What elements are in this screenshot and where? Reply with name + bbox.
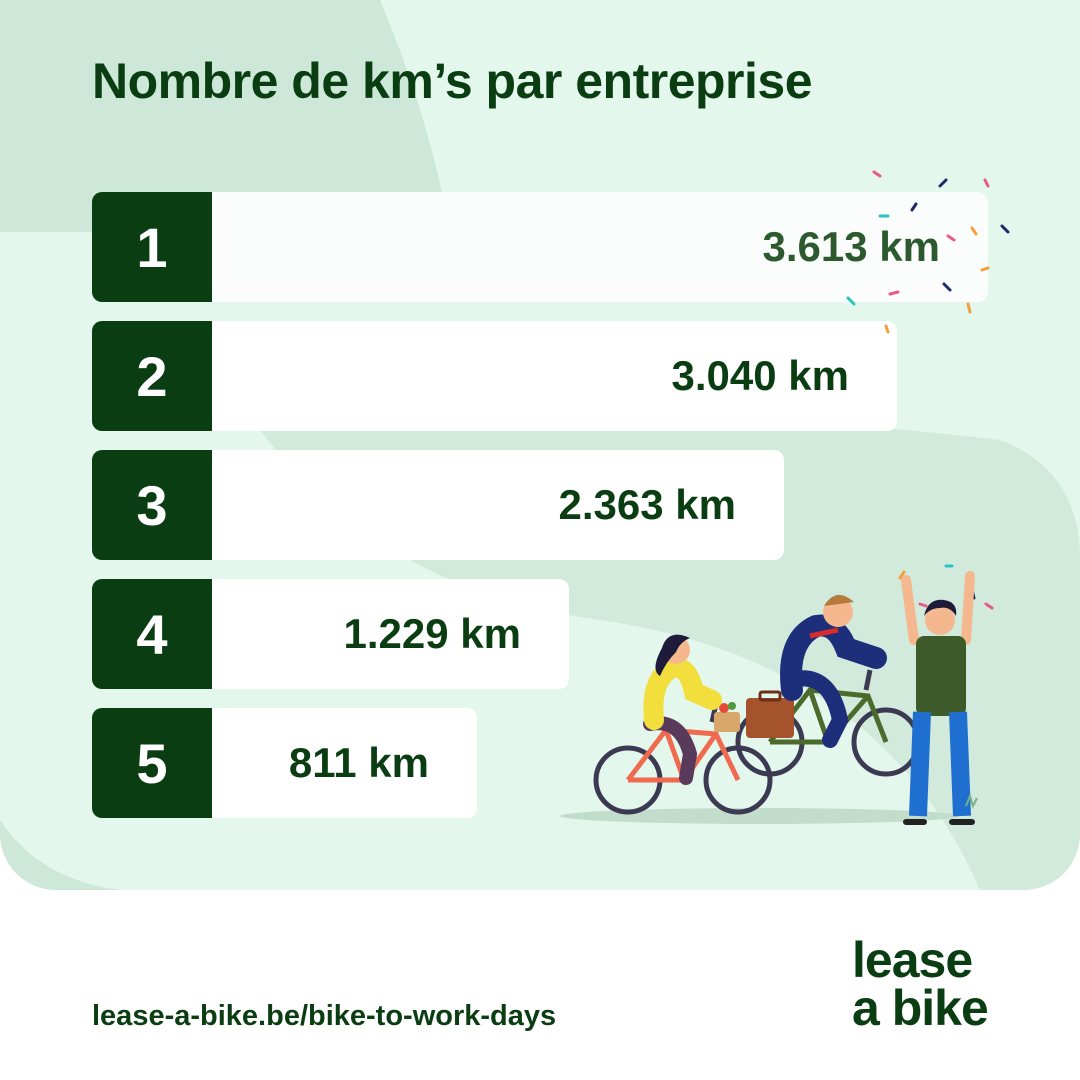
bar-row-4: 4 1.229 km — [92, 579, 569, 689]
bg-shape-bottom-left — [0, 820, 120, 890]
value-label-4: 1.229 km — [343, 610, 521, 657]
confetti-icon — [846, 170, 1010, 334]
rank-label-3: 3 — [92, 450, 212, 560]
cyclist-man-icon — [735, 594, 921, 777]
bar-2: 3.040 km — [212, 321, 897, 431]
bar-row-5: 5 811 km — [92, 708, 477, 818]
logo-line-2: a bike — [852, 980, 989, 1036]
bar-row-2: 2 3.040 km — [92, 321, 897, 431]
chart-panel: Nombre de km’s par entreprise 1 3.613 km 2… — [0, 0, 1080, 890]
rank-label-4: 4 — [92, 579, 212, 689]
ground-shadow — [560, 808, 960, 824]
rank-label-5: 5 — [92, 708, 212, 818]
value-label-2: 3.040 km — [671, 352, 849, 399]
bar-row-1: 1 3.613 km — [92, 192, 988, 302]
value-label-3: 2.363 km — [558, 481, 736, 528]
bg-shape-top-left — [0, 0, 450, 232]
bar-1: 3.613 km — [212, 192, 988, 302]
website-link[interactable]: lease-a-bike.be/bike-to-work-days — [92, 1000, 557, 1032]
logo-line-1: lease — [852, 932, 973, 988]
bar-4: 1.229 km — [212, 579, 569, 689]
rank-label-1: 1 — [92, 192, 212, 302]
chart-title: Nombre de km’s par entreprise — [92, 53, 813, 109]
bar-list: 1 3.613 km 2 3.040 km 3 2.363 km 4 1.229 km 5 811… — [92, 192, 988, 818]
bar-3: 2.363 km — [212, 450, 784, 560]
value-label-1: 3.613 km — [762, 223, 940, 270]
value-label-5: 811 km — [288, 739, 429, 786]
lease-a-bike-logo: lease a bike — [852, 932, 1002, 1036]
cyclists-illustration — [560, 170, 1010, 825]
rank-label-2: 2 — [92, 321, 212, 431]
cheering-man-icon — [901, 571, 978, 825]
bar-5: 811 km — [212, 708, 477, 818]
bar-row-3: 3 2.363 km — [92, 450, 784, 560]
cyclist-woman-icon — [593, 634, 773, 815]
